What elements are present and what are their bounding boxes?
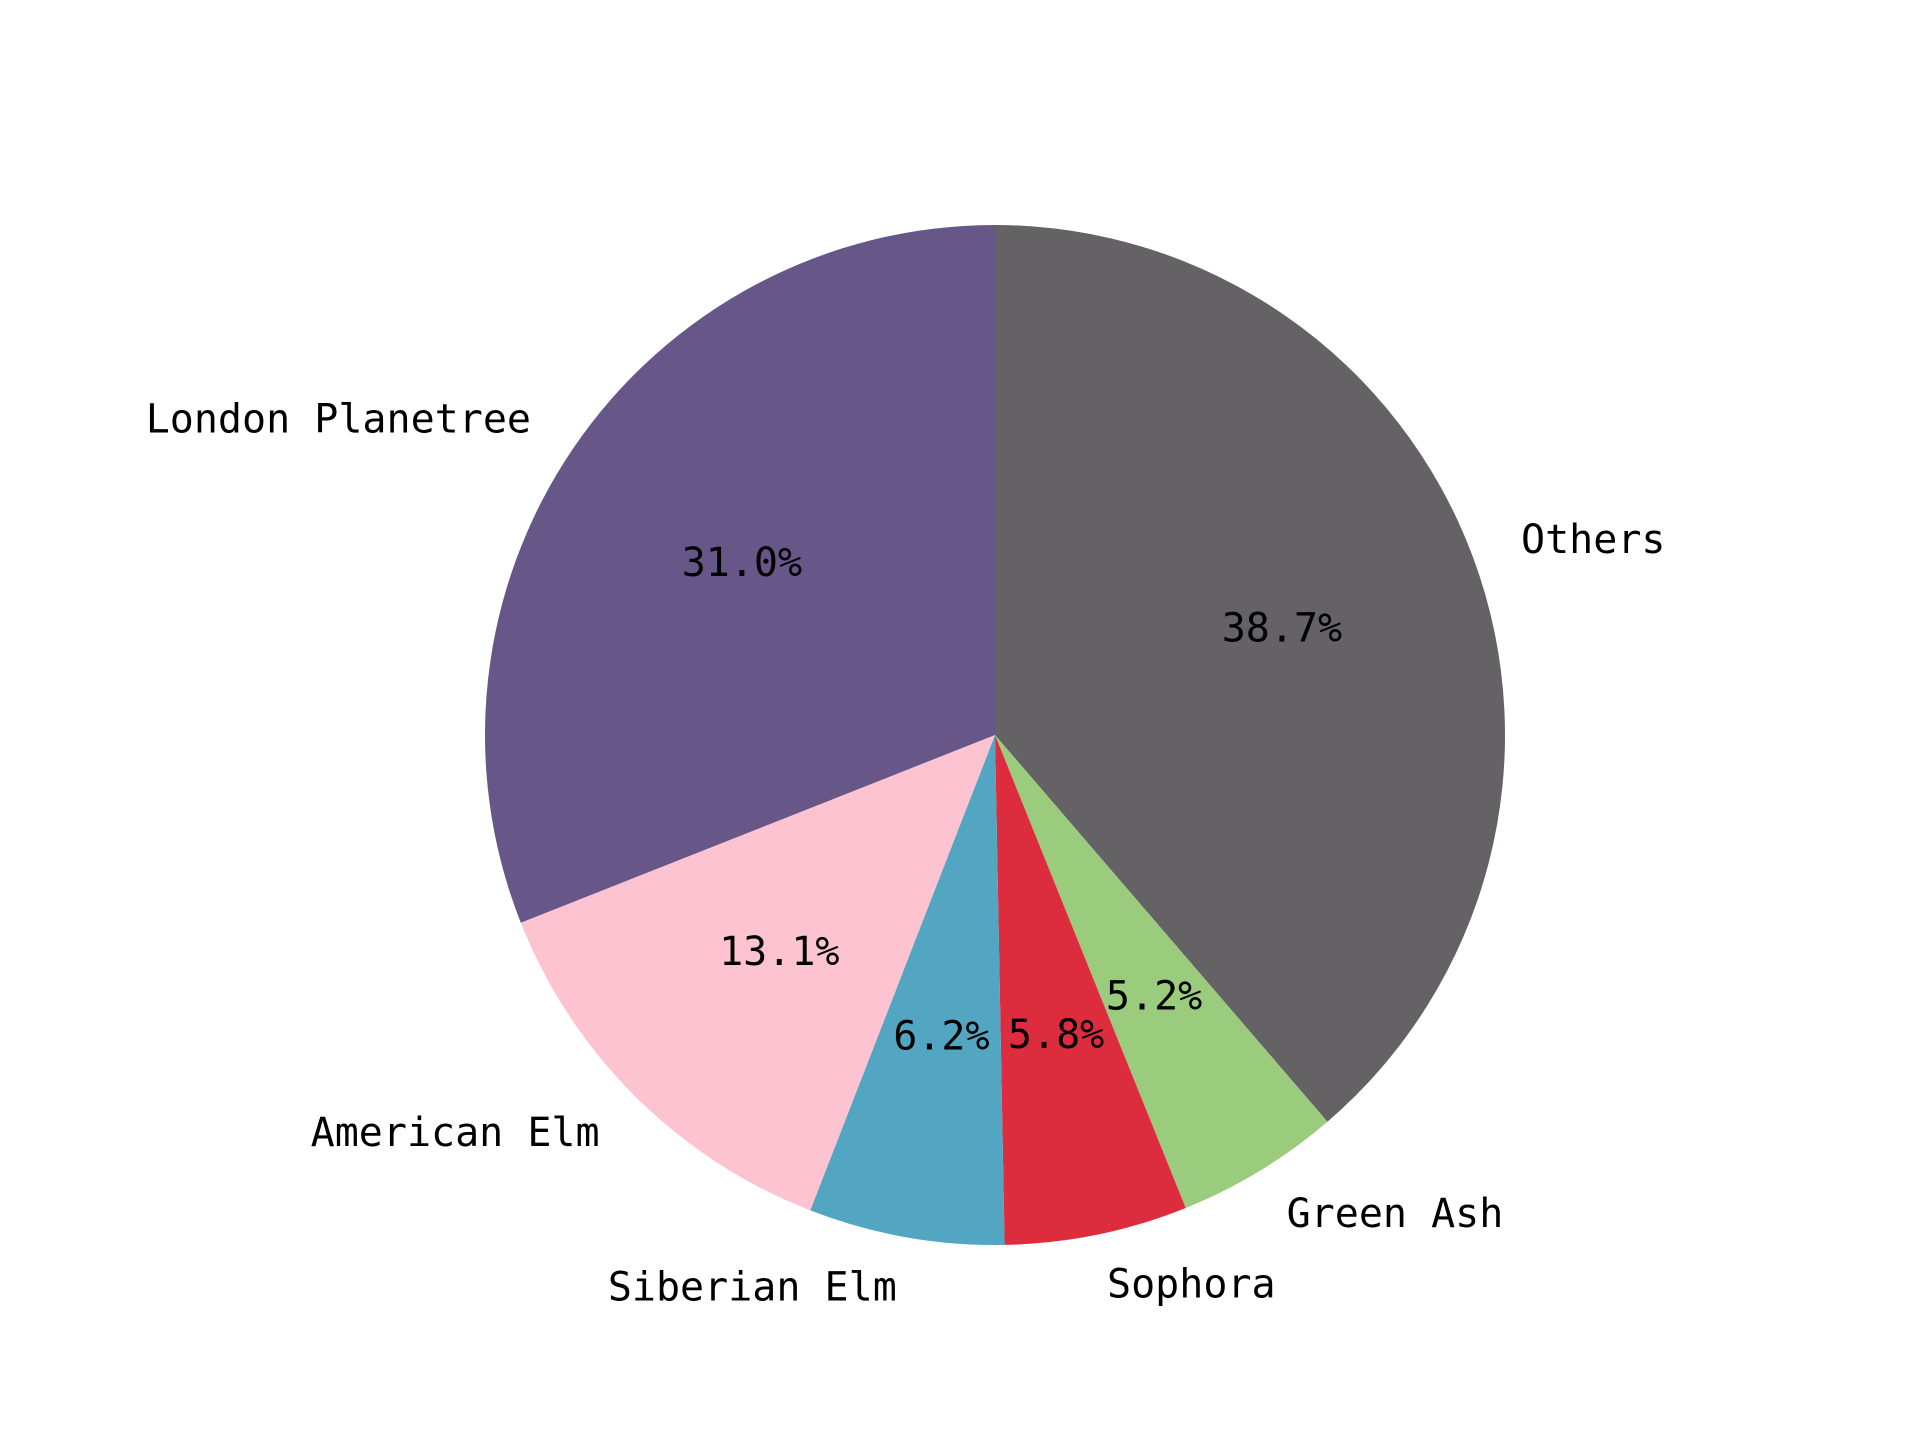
pie-slice-siberian-elm: [810, 735, 1005, 1246]
pct-label-american-elm: 13.1%: [719, 929, 839, 975]
category-label-sophora: Sophora: [1107, 1262, 1276, 1308]
category-label-london-planetree: London Planetree: [146, 397, 531, 443]
category-label-siberian-elm: Siberian Elm: [608, 1264, 897, 1310]
pie-slice-london-planetree: [484, 225, 995, 923]
pct-label-others: 38.7%: [1222, 606, 1342, 652]
category-label-american-elm: American Elm: [311, 1110, 600, 1156]
pie-percentage-labels: 38.7% 5.2%5.8% 6.2% 13.1% 31.0%: [682, 540, 1342, 1059]
pie-slice-green-ash: [995, 735, 1328, 1208]
pct-label-siberian-elm: 6.2%: [893, 1013, 989, 1059]
pct-label-london-planetree: 31.0%: [682, 540, 802, 586]
category-label-others: Others: [1521, 517, 1666, 563]
pie-slice-others: [995, 225, 1505, 1122]
category-label-green-ash: Green Ash: [1287, 1191, 1504, 1237]
pie-slices: [484, 225, 1505, 1246]
pct-label-sophora: 5.8%: [1008, 1012, 1104, 1058]
pie-slice-sophora: [995, 735, 1186, 1245]
pie-slice-american-elm: [520, 735, 995, 1211]
pct-label-green-ash: 5.2%: [1106, 973, 1202, 1019]
